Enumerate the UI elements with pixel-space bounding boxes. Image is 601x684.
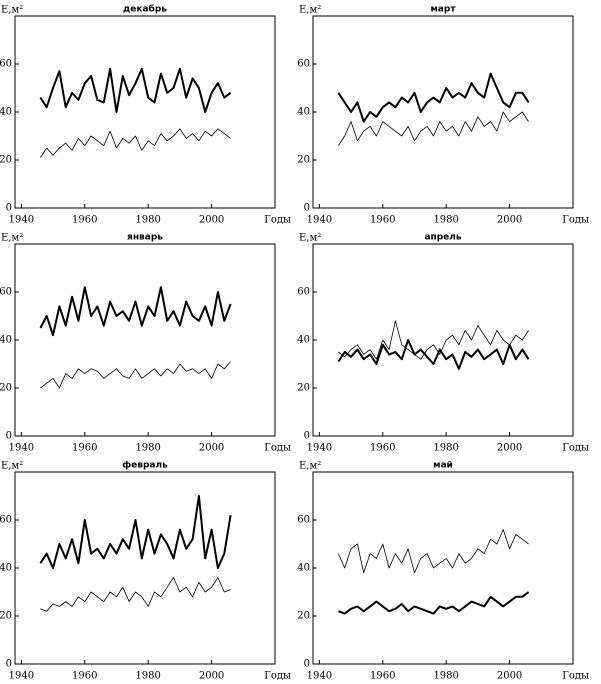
data-line xyxy=(40,577,231,612)
x-axis-label: Годы xyxy=(562,671,589,682)
y-tick-label: 20 xyxy=(0,383,12,394)
y-tick-label: 0 xyxy=(6,203,12,214)
chart-title: декабрь xyxy=(123,4,167,15)
chart-title: февраль xyxy=(122,461,168,471)
x-tick-label: 1940 xyxy=(9,443,34,454)
x-axis-label: Годы xyxy=(264,671,291,682)
y-axis-label: E,м² xyxy=(1,5,23,16)
plot-frame xyxy=(14,15,276,209)
data-line xyxy=(39,67,232,113)
data-line xyxy=(40,361,231,389)
x-tick-label: 1980 xyxy=(433,671,458,682)
x-tick-label: 2000 xyxy=(497,671,522,682)
data-line xyxy=(39,286,232,337)
x-axis-label: Годы xyxy=(264,443,291,454)
y-tick-label: 60 xyxy=(0,287,12,298)
y-tick-label: 60 xyxy=(297,59,310,70)
plot-frame xyxy=(14,243,276,437)
y-axis-label: E,м² xyxy=(299,5,321,16)
x-tick-label: 2000 xyxy=(199,671,224,682)
y-tick-label: 0 xyxy=(304,203,310,214)
y-tick-label: 0 xyxy=(304,659,310,670)
x-tick-label: 1940 xyxy=(9,671,34,682)
data-line xyxy=(338,591,530,615)
x-tick-label: 1940 xyxy=(307,671,332,682)
x-tick-label: 1980 xyxy=(433,443,458,454)
y-axis-label: E,м² xyxy=(299,461,321,472)
y-tick-label: 60 xyxy=(0,59,12,70)
x-tick-label: 1940 xyxy=(307,215,332,226)
data-line xyxy=(39,495,232,569)
x-tick-label: 2000 xyxy=(199,443,224,454)
y-tick-label: 20 xyxy=(297,383,310,394)
y-tick-label: 40 xyxy=(297,563,310,574)
x-tick-label: 1960 xyxy=(72,443,97,454)
y-tick-label: 40 xyxy=(297,107,310,118)
x-tick-label: 1960 xyxy=(72,671,97,682)
y-tick-label: 0 xyxy=(6,431,12,442)
x-tick-label: 2000 xyxy=(199,215,224,226)
x-tick-label: 2000 xyxy=(497,443,522,454)
y-tick-label: 0 xyxy=(304,431,310,442)
x-tick-label: 1960 xyxy=(370,443,395,454)
data-line xyxy=(337,339,530,370)
chart-title: апрель xyxy=(424,233,461,243)
y-tick-label: 20 xyxy=(297,155,310,166)
y-tick-label: 40 xyxy=(0,335,12,346)
x-tick-label: 1960 xyxy=(370,671,395,682)
x-tick-label: 1980 xyxy=(135,671,160,682)
data-line xyxy=(338,111,529,146)
data-line xyxy=(338,529,529,574)
y-tick-label: 60 xyxy=(297,515,310,526)
y-tick-label: 0 xyxy=(6,659,12,670)
y-tick-label: 60 xyxy=(0,515,12,526)
y-axis-label: E,м² xyxy=(299,233,321,244)
x-tick-label: 1940 xyxy=(9,215,34,226)
x-axis-label: Годы xyxy=(562,215,589,226)
data-line xyxy=(337,72,530,123)
x-axis-label: Годы xyxy=(562,443,589,454)
data-line xyxy=(40,128,231,158)
y-axis-label: E,м² xyxy=(1,461,23,472)
y-tick-label: 40 xyxy=(0,107,12,118)
x-tick-label: 1980 xyxy=(135,215,160,226)
x-tick-label: 1940 xyxy=(307,443,332,454)
x-axis-label: Годы xyxy=(264,215,291,226)
data-line xyxy=(338,320,529,360)
y-tick-label: 20 xyxy=(0,155,12,166)
plot-frame xyxy=(312,471,574,665)
x-tick-label: 1960 xyxy=(370,215,395,226)
chart-title: март xyxy=(430,5,456,15)
x-tick-label: 2000 xyxy=(497,215,522,226)
chart-title: январь xyxy=(127,233,163,243)
y-tick-label: 60 xyxy=(297,287,310,298)
chart-title: май xyxy=(433,461,453,471)
plot-frame xyxy=(312,243,574,437)
y-tick-label: 40 xyxy=(0,563,12,574)
y-tick-label: 40 xyxy=(297,335,310,346)
x-tick-label: 1980 xyxy=(135,443,160,454)
y-tick-label: 20 xyxy=(297,611,310,622)
y-tick-label: 20 xyxy=(0,611,12,622)
x-tick-label: 1960 xyxy=(72,215,97,226)
x-tick-label: 1980 xyxy=(433,215,458,226)
y-axis-label: E,м² xyxy=(1,233,23,244)
